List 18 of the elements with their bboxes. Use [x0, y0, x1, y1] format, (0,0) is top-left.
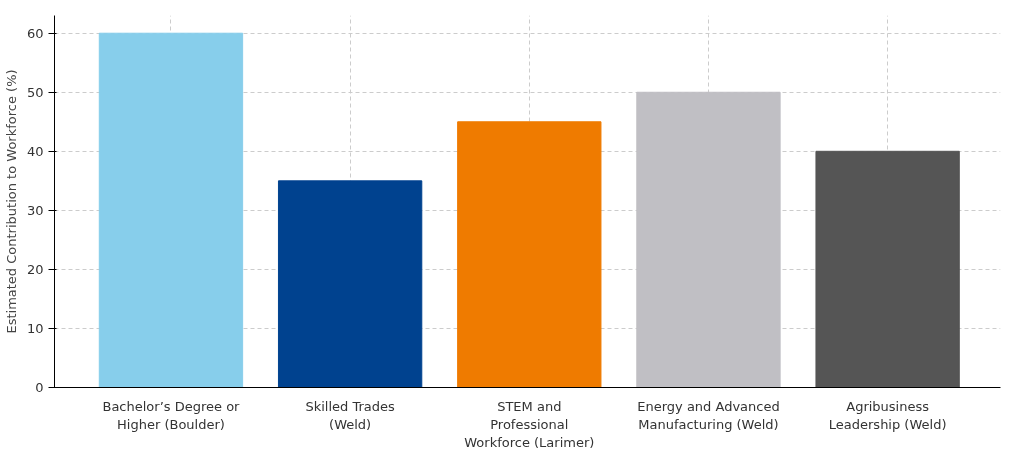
bar	[98, 32, 244, 388]
y-tick-label: 0	[35, 380, 44, 395]
bar	[815, 150, 960, 388]
y-axis-title: Estimated Contribution to Workforce (%)	[3, 69, 19, 334]
x-tick-label: Skilled Trades (Weld)	[305, 398, 396, 432]
bar	[277, 180, 423, 388]
x-tick-label: Agribusiness Leadership (Weld)	[828, 398, 947, 432]
y-tick-label: 40	[26, 143, 44, 159]
x-tick-label: Energy and Advanced Manufacturing (Weld)	[637, 398, 780, 432]
y-tick-label: 10	[26, 320, 44, 336]
y-tick-label: 50	[26, 84, 44, 100]
y-tick-label: 30	[26, 202, 44, 218]
x-tick-label: Bachelor’s Degree or Higher (Boulder)	[102, 398, 241, 432]
y-tick-label: 60	[26, 25, 44, 41]
y-tick-label: 20	[26, 261, 44, 277]
bar	[636, 91, 781, 388]
x-tick-label: STEM and Professional Workforce (Larimer)	[464, 398, 595, 450]
bar	[457, 121, 602, 388]
